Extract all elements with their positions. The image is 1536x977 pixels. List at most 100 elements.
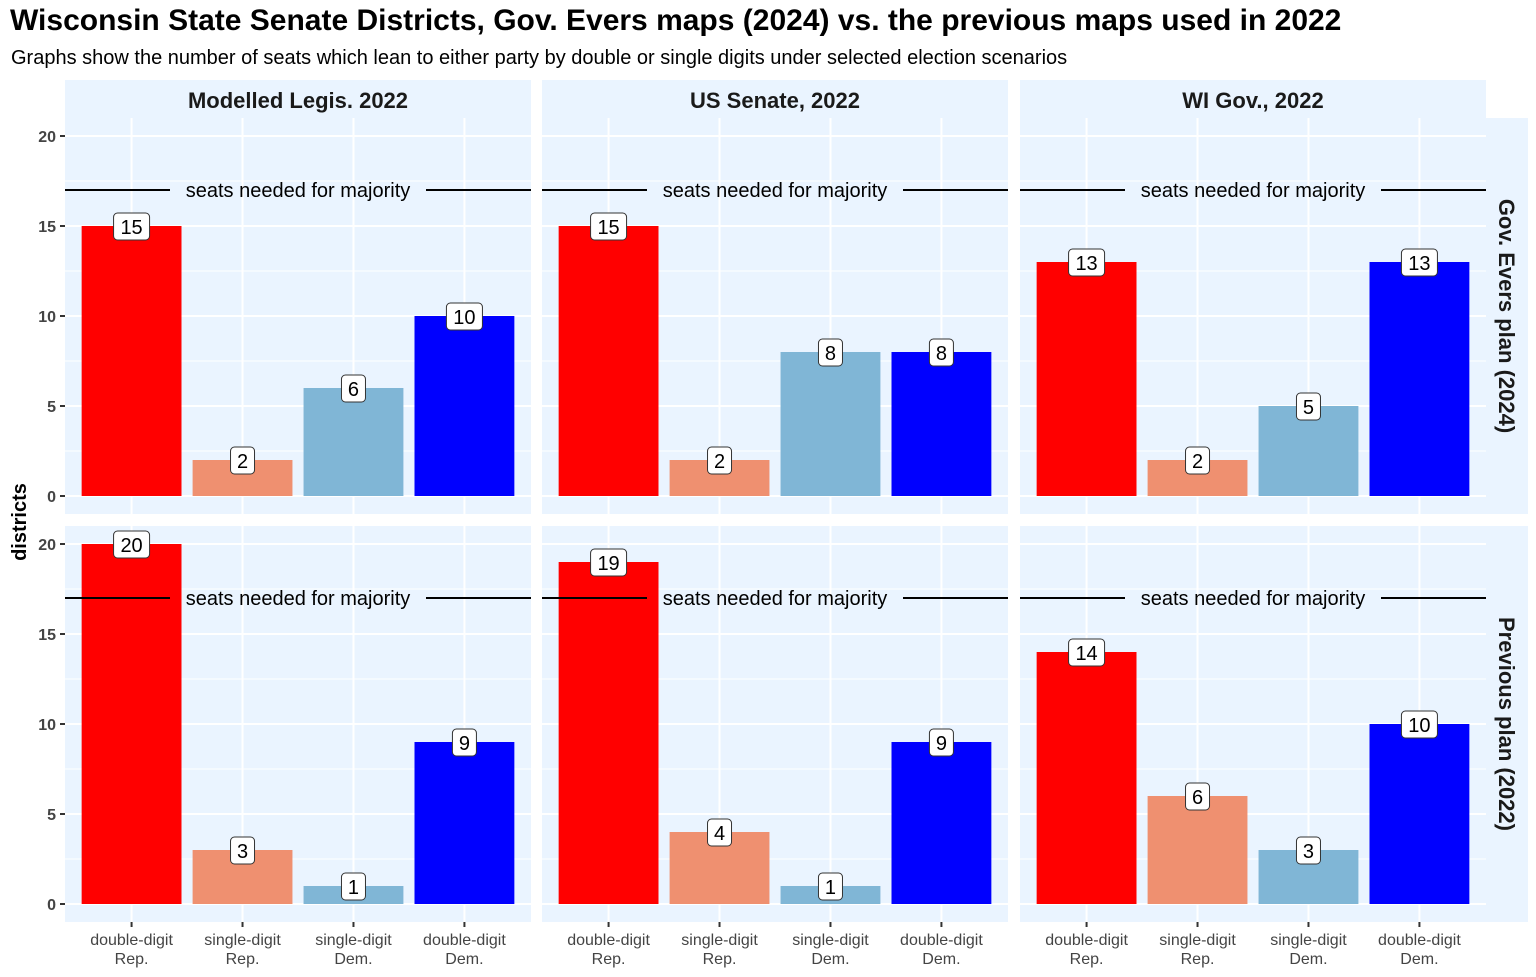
data-label: 13 bbox=[1408, 253, 1430, 275]
data-label-box bbox=[928, 338, 954, 367]
x-tick-label: single-digit bbox=[681, 932, 758, 949]
data-label: 6 bbox=[1192, 787, 1203, 809]
data-label-box bbox=[113, 530, 151, 559]
x-tick-label: double-digit bbox=[423, 932, 506, 949]
x-tick-label: single-digit bbox=[1159, 932, 1236, 949]
facet-strip-label: Previous plan (2022) bbox=[1494, 617, 1519, 831]
facet-strip-column bbox=[65, 80, 531, 118]
data-label: 1 bbox=[825, 877, 836, 899]
x-tick-label: single-digit bbox=[315, 932, 392, 949]
data-label-box bbox=[590, 212, 628, 241]
y-tick-label: 20 bbox=[38, 129, 56, 146]
facet-strip-label: Modelled Legis. 2022 bbox=[188, 88, 408, 113]
data-label-box bbox=[707, 446, 733, 475]
data-label-box bbox=[113, 212, 151, 241]
x-tick-label: Dem. bbox=[334, 951, 372, 968]
facet-strip-row bbox=[1486, 118, 1528, 514]
bar bbox=[1369, 262, 1470, 496]
data-label-box bbox=[230, 446, 256, 475]
data-label-box bbox=[817, 338, 843, 367]
data-label: 2 bbox=[714, 451, 725, 473]
data-label-box bbox=[817, 872, 843, 901]
x-tick-label: Dem. bbox=[445, 951, 483, 968]
y-tick-label: 0 bbox=[47, 897, 56, 914]
data-label-box bbox=[928, 728, 954, 757]
x-tick-label: single-digit bbox=[1270, 932, 1347, 949]
bar bbox=[1036, 262, 1137, 496]
facet-strip-column bbox=[1020, 80, 1486, 118]
x-tick-label: single-digit bbox=[204, 932, 281, 949]
x-tick-label: single-digit bbox=[792, 932, 869, 949]
x-tick-label: Dem. bbox=[922, 951, 960, 968]
majority-line-label: seats needed for majority bbox=[1141, 588, 1366, 610]
majority-line-label: seats needed for majority bbox=[1141, 180, 1366, 202]
data-label: 8 bbox=[825, 343, 836, 365]
y-tick-label: 20 bbox=[38, 537, 56, 554]
data-label: 15 bbox=[120, 217, 142, 239]
bar bbox=[558, 562, 659, 904]
data-label: 2 bbox=[1192, 451, 1203, 473]
chart-subtitle: Graphs show the number of seats which le… bbox=[11, 47, 1068, 69]
x-tick-label: Rep. bbox=[115, 951, 149, 968]
data-label-box bbox=[1295, 836, 1321, 865]
bar bbox=[1036, 652, 1137, 904]
data-label-box bbox=[1068, 248, 1106, 277]
data-label-box bbox=[340, 872, 366, 901]
y-tick-label: 5 bbox=[47, 399, 56, 416]
facet-strip-label: WI Gov., 2022 bbox=[1182, 88, 1323, 113]
x-tick-label: double-digit bbox=[1378, 932, 1461, 949]
bar bbox=[558, 226, 659, 496]
bar bbox=[1147, 796, 1248, 904]
bar bbox=[891, 352, 992, 496]
y-axis-title: districts bbox=[9, 483, 31, 561]
majority-line-label: seats needed for majority bbox=[663, 180, 888, 202]
x-tick-label: double-digit bbox=[567, 932, 650, 949]
data-label: 13 bbox=[1075, 253, 1097, 275]
x-tick-label: Rep. bbox=[226, 951, 260, 968]
x-tick-label: Dem. bbox=[811, 951, 849, 968]
data-label: 3 bbox=[237, 841, 248, 863]
bar bbox=[1258, 406, 1359, 496]
facet-strip-column bbox=[542, 80, 1008, 118]
data-label: 2 bbox=[237, 451, 248, 473]
x-tick-label: double-digit bbox=[900, 932, 983, 949]
bar bbox=[780, 352, 881, 496]
y-tick-label: 10 bbox=[38, 309, 56, 326]
data-label: 3 bbox=[1303, 841, 1314, 863]
data-label: 4 bbox=[714, 823, 725, 845]
data-label-box bbox=[1185, 446, 1211, 475]
data-label: 19 bbox=[597, 553, 619, 575]
majority-line-label: seats needed for majority bbox=[663, 588, 888, 610]
x-tick-label: double-digit bbox=[1045, 932, 1128, 949]
data-label-box bbox=[451, 728, 477, 757]
facet-strip-label: US Senate, 2022 bbox=[690, 88, 860, 113]
data-label: 9 bbox=[936, 733, 947, 755]
y-tick-label: 15 bbox=[38, 627, 56, 644]
data-label-box bbox=[1185, 782, 1211, 811]
x-tick-label: Rep. bbox=[703, 951, 737, 968]
data-label-box bbox=[1400, 710, 1438, 739]
data-label-box bbox=[230, 836, 256, 865]
bar bbox=[81, 226, 182, 496]
data-label: 8 bbox=[936, 343, 947, 365]
facet-strip-row bbox=[1486, 526, 1528, 922]
data-label-box bbox=[1068, 638, 1106, 667]
data-label-box bbox=[445, 302, 483, 331]
bar bbox=[1369, 724, 1470, 904]
x-tick-label: Rep. bbox=[592, 951, 626, 968]
data-label: 1 bbox=[348, 877, 359, 899]
x-tick-label: Rep. bbox=[1070, 951, 1104, 968]
data-label-box bbox=[1295, 392, 1321, 421]
bar bbox=[81, 544, 182, 904]
data-label: 10 bbox=[1408, 715, 1430, 737]
majority-line-label: seats needed for majority bbox=[186, 588, 411, 610]
bar bbox=[891, 742, 992, 904]
data-label: 20 bbox=[120, 535, 142, 557]
data-label: 10 bbox=[453, 307, 475, 329]
data-label-box bbox=[707, 818, 733, 847]
data-label: 5 bbox=[1303, 397, 1314, 419]
x-tick-label: Rep. bbox=[1181, 951, 1215, 968]
facet-strip-label: Gov. Evers plan (2024) bbox=[1494, 199, 1519, 433]
bar bbox=[414, 316, 515, 496]
